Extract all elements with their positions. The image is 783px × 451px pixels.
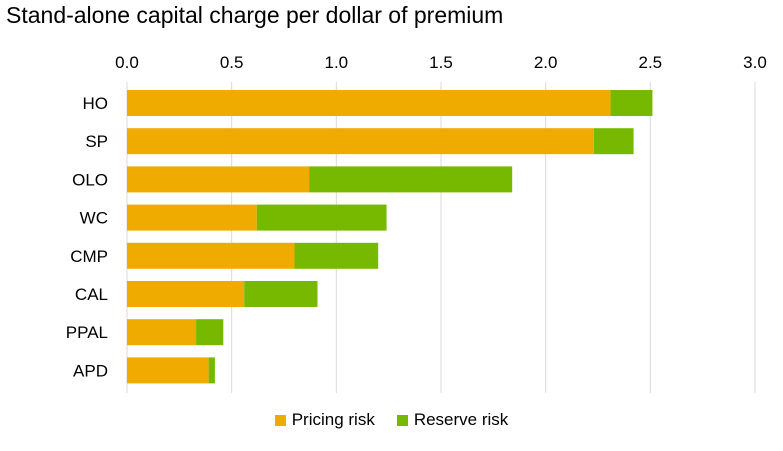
bar-cmp-pricing-risk [127,242,295,269]
legend-label-pricing-risk: Pricing risk [291,410,375,429]
legend: Pricing risk Reserve risk [0,410,783,430]
category-label: PPAL [66,323,108,342]
legend-label-reserve-risk: Reserve risk [413,410,509,429]
bar-cal-reserve-risk [244,281,318,307]
category-label: CMP [70,247,108,266]
bar-ho-pricing-risk [127,90,611,116]
bar-wc-reserve-risk [256,204,387,231]
bar-ppal-pricing-risk [127,319,197,346]
x-tick-label: 2.5 [639,53,663,72]
legend-swatch-pricing-risk [274,414,286,426]
x-tick-label: 3.0 [743,53,767,72]
category-label: WC [80,209,108,228]
bar-cmp-reserve-risk [294,242,379,269]
chart-title: Stand-alone capital charge per dollar of… [6,2,504,28]
legend-item-reserve-risk: Reserve risk [396,410,509,430]
x-tick-label: 2.0 [534,53,558,72]
bar-olo-reserve-risk [309,166,513,193]
category-label: HO [83,94,109,113]
legend-swatch-reserve-risk [396,414,408,426]
x-tick-label: 0.5 [220,53,244,72]
category-label: SP [85,132,108,151]
bar-olo-pricing-risk [127,166,310,193]
x-tick-label: 1.0 [325,53,349,72]
x-axis-tick-labels: 0.0 0.5 1.0 1.5 2.0 2.5 3.0 [115,53,767,72]
y-axis-category-labels: HO SP OLO WC CMP CAL PPAL APD [66,94,108,380]
bar-ho-reserve-risk [610,90,653,116]
bar-apd-reserve-risk [208,357,215,384]
category-label: CAL [75,285,108,304]
legend-item-pricing-risk: Pricing risk [274,410,375,430]
x-tick-label: 0.0 [115,53,139,72]
bar-sp-pricing-risk [127,128,594,155]
x-tick-label: 1.5 [429,53,453,72]
category-label: OLO [72,170,108,189]
bar-ppal-reserve-risk [196,319,224,346]
category-label: APD [73,361,108,380]
bar-sp-reserve-risk [593,128,634,155]
bars [127,90,653,384]
bar-apd-pricing-risk [127,357,209,384]
bar-cal-pricing-risk [127,281,245,307]
bar-wc-pricing-risk [127,204,257,231]
